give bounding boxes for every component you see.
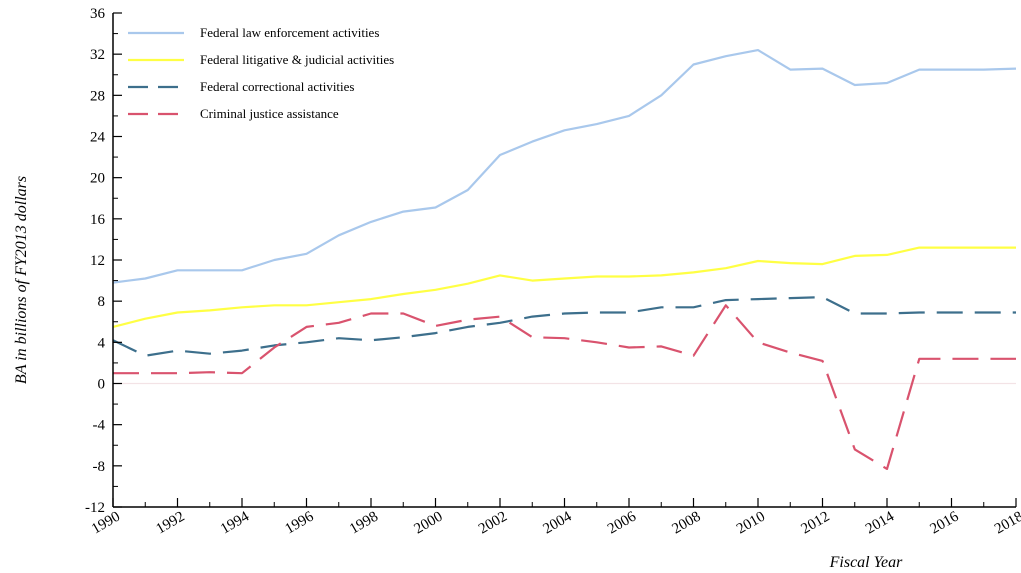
x-tick-label: 2012 <box>799 509 833 538</box>
y-axis-ticks: -12 -8 -4 0 4 8 12 16 20 24 28 32 36 <box>85 6 122 516</box>
y-tick-label: 24 <box>90 130 106 146</box>
y-tick-label: 20 <box>90 171 105 187</box>
y-tick-label: 36 <box>90 6 106 22</box>
x-tick-label: 1992 <box>154 509 188 538</box>
legend: Federal law enforcement activities Federa… <box>128 25 394 121</box>
x-tick-label: 1996 <box>283 508 317 537</box>
y-tick-label: 0 <box>98 377 106 393</box>
series-line-3 <box>112 296 1016 357</box>
x-axis-ticks: 1990 1992 1994 1996 1998 2000 2002 2004 2006 2008… <box>89 498 1021 537</box>
x-tick-label: 2002 <box>476 509 510 538</box>
x-tick-label: 2016 <box>928 508 962 537</box>
x-tick-label: 1994 <box>218 508 252 537</box>
x-tick-label: 2014 <box>863 508 897 537</box>
x-tick-label: 2000 <box>412 509 446 538</box>
y-tick-label: -8 <box>93 459 106 475</box>
y-tick-label: -4 <box>93 418 106 434</box>
x-tick-label: 2008 <box>670 509 704 538</box>
x-axis-title: Fiscal Year <box>829 554 904 571</box>
legend-label-1: Federal law enforcement activities <box>200 25 379 40</box>
y-tick-label: 8 <box>98 294 106 310</box>
y-tick-label: 12 <box>90 253 105 269</box>
x-tick-label: 2010 <box>734 509 768 538</box>
y-axis-title: BA in billions of FY2013 dollars <box>13 176 30 384</box>
series-lines <box>112 48 1017 470</box>
x-tick-label: 1998 <box>347 509 381 538</box>
legend-label-3: Federal correctional activities <box>200 79 354 94</box>
x-tick-label: 2004 <box>541 508 575 537</box>
y-tick-label: 4 <box>98 335 106 351</box>
y-tick-label: -12 <box>85 500 105 516</box>
series-line-2 <box>112 246 1016 328</box>
y-tick-label: 28 <box>90 88 105 104</box>
x-tick-label: 2006 <box>605 508 639 537</box>
x-tick-label: 2018 <box>992 509 1021 538</box>
y-tick-label: 32 <box>90 47 105 63</box>
y-tick-label: 16 <box>90 212 106 228</box>
legend-label-2: Federal litigative & judicial activities <box>200 52 394 67</box>
legend-label-4: Criminal justice assistance <box>200 106 339 121</box>
series-line-1 <box>112 48 1017 284</box>
series-line-4 <box>113 304 1016 470</box>
